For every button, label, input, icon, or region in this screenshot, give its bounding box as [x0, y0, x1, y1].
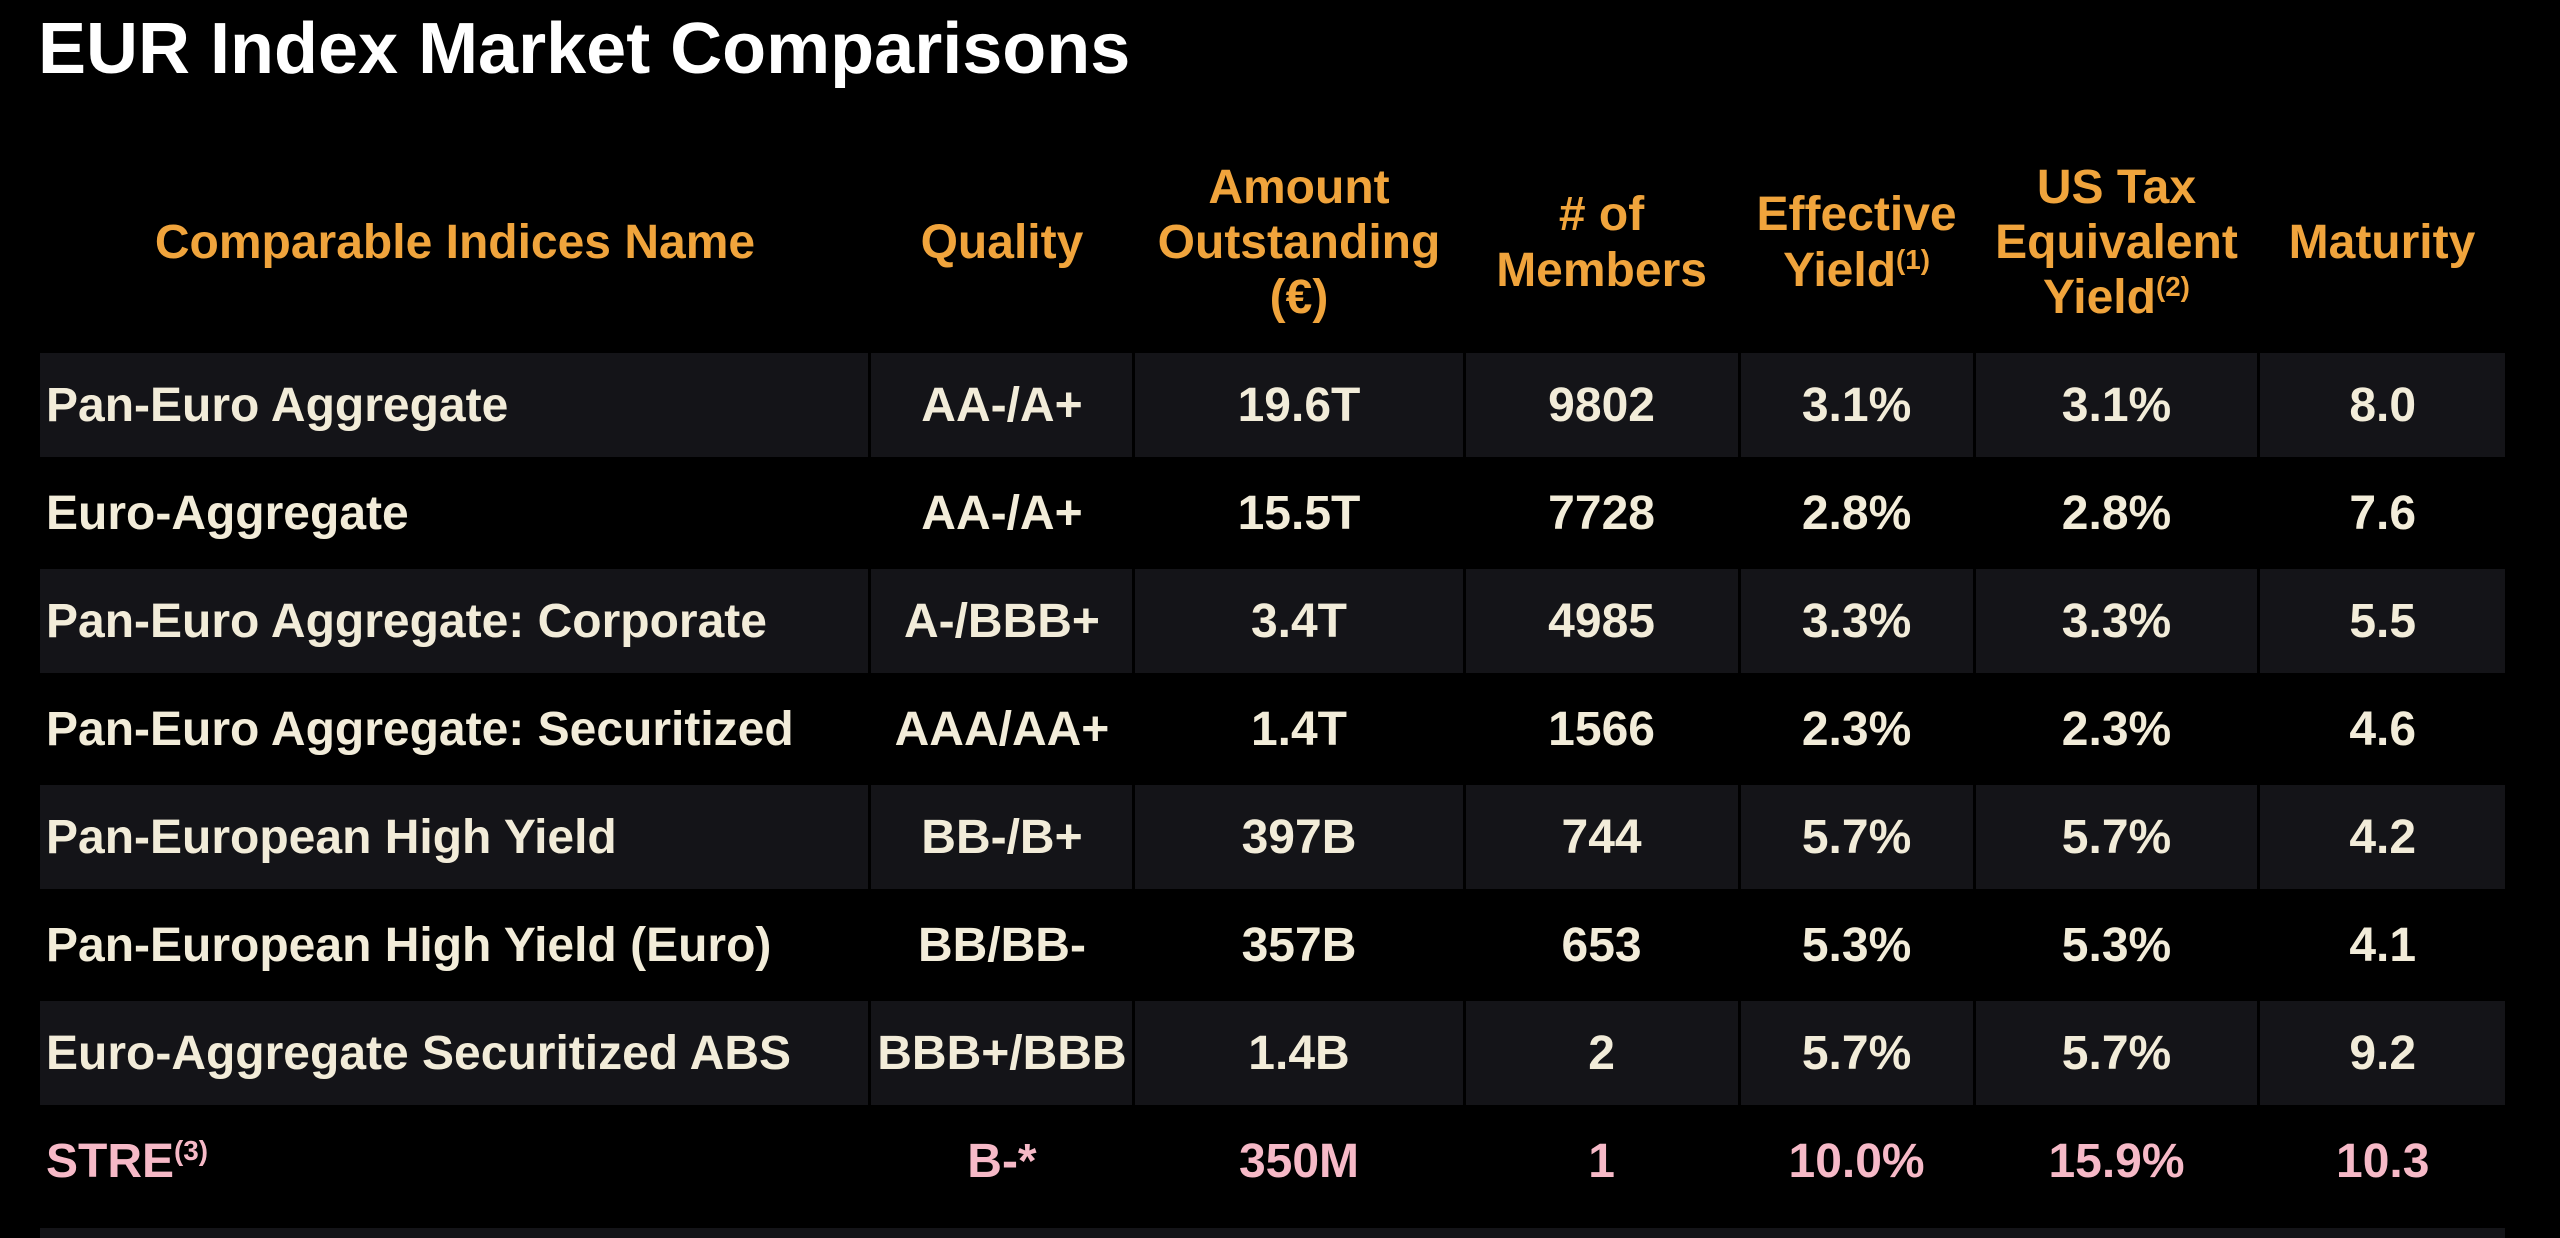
table-row: Pan-Euro Aggregate: Corporate A-/BBB+ 3.4T… [40, 567, 2505, 675]
cell-amount: 1.4T [1132, 675, 1465, 783]
cell-members: 1566 [1462, 675, 1740, 783]
column-header-quality: Quality [869, 136, 1134, 353]
table-row: Pan-Euro Aggregate AA-/A+ 19.6T 9802 3.1% 3.1… [40, 351, 2505, 459]
next-row-edge [40, 1228, 2505, 1238]
table-row: Pan-European High Yield BB-/B+ 397B 744 5.7%… [40, 783, 2505, 891]
cell-effective_yield: 2.8% [1737, 459, 1975, 567]
table-row: Euro-Aggregate AA-/A+ 15.5T 7728 2.8% 2.8% 7.6 [40, 459, 2505, 567]
cell-us_tax_equivalent_yield: 5.7% [1972, 783, 2259, 891]
column-header-effective_yield: Effective Yield(1) [1739, 136, 1975, 353]
cell-effective_yield: 10.0% [1737, 1107, 1975, 1213]
cell-quality: BB-/B+ [868, 783, 1134, 891]
cell-name: STRE(3) [46, 1134, 209, 1188]
column-header-label: Amount Outstanding (€) [1157, 160, 1441, 325]
cell-members: 4985 [1462, 567, 1740, 675]
cell-members: 744 [1462, 783, 1740, 891]
cell-name: Pan-European High Yield (Euro) [46, 918, 772, 972]
column-header-label: Maturity [2288, 215, 2476, 269]
cell-effective_yield: 3.1% [1737, 351, 1975, 459]
cell-us_tax_equivalent_yield: 3.3% [1972, 567, 2259, 675]
table-row: Pan-European High Yield (Euro) BB/BB- 357B… [40, 891, 2505, 999]
cell-name: Pan-European High Yield [46, 810, 617, 864]
cell-quality: AA-/A+ [868, 351, 1134, 459]
column-header-label: # of Members [1496, 188, 1707, 297]
cell-maturity: 8.0 [2257, 351, 2505, 459]
cell-maturity: 9.2 [2257, 999, 2505, 1107]
cell-maturity: 4.1 [2257, 891, 2505, 999]
cell-members: 1 [1462, 1107, 1740, 1213]
cell-quality: AA-/A+ [868, 459, 1134, 567]
cell-maturity: 7.6 [2257, 459, 2505, 567]
cell-us_tax_equivalent_yield: 5.3% [1972, 891, 2259, 999]
cell-name: Euro-Aggregate Securitized ABS [46, 1026, 792, 1080]
table-row: STRE(3) B-* 350M 1 10.0% 15.9% 10.3 [40, 1107, 2505, 1213]
cell-us_tax_equivalent_yield: 2.3% [1972, 675, 2259, 783]
cell-members: 2 [1462, 999, 1740, 1107]
column-header-us_tax_equivalent_yield: US Tax Equivalent Yield(2) [1974, 136, 2259, 353]
cell-amount: 19.6T [1132, 351, 1465, 459]
column-header-label: Quality [920, 215, 1084, 269]
cell-quality: B-* [868, 1107, 1134, 1213]
cell-maturity: 4.6 [2257, 675, 2505, 783]
column-header-label: Effective Yield(1) [1756, 188, 1957, 297]
cell-amount: 3.4T [1132, 567, 1465, 675]
cell-effective_yield: 5.7% [1737, 999, 1975, 1107]
column-header-amount: Amount Outstanding (€) [1133, 136, 1465, 353]
column-header-label: US Tax Equivalent Yield(2) [1995, 160, 2238, 325]
cell-maturity: 4.2 [2257, 783, 2505, 891]
cell-quality: AAA/AA+ [868, 675, 1134, 783]
table-row: Euro-Aggregate Securitized ABS BBB+/BBB 1.… [40, 999, 2505, 1107]
cell-effective_yield: 5.3% [1737, 891, 1975, 999]
cell-members: 9802 [1462, 351, 1740, 459]
cell-us_tax_equivalent_yield: 5.7% [1972, 999, 2259, 1107]
footnote-marker: (3) [174, 1134, 209, 1166]
cell-name: Euro-Aggregate [46, 486, 409, 540]
cell-quality: BBB+/BBB [868, 999, 1134, 1107]
cell-effective_yield: 5.7% [1737, 783, 1975, 891]
cell-quality: BB/BB- [868, 891, 1134, 999]
footnote-marker: (1) [1896, 243, 1931, 275]
cell-members: 653 [1462, 891, 1740, 999]
cell-name: Pan-Euro Aggregate [46, 378, 509, 432]
column-header-members: # of Members [1464, 136, 1740, 353]
column-header-maturity: Maturity [2258, 136, 2505, 353]
cell-amount: 15.5T [1132, 459, 1465, 567]
cell-amount: 397B [1132, 783, 1465, 891]
table-row: Pan-Euro Aggregate: Securitized AAA/AA+ 1.… [40, 675, 2505, 783]
cell-quality: A-/BBB+ [868, 567, 1134, 675]
cell-maturity: 5.5 [2257, 567, 2505, 675]
cell-effective_yield: 2.3% [1737, 675, 1975, 783]
table-header-row: Comparable Indices Name Quality Amount Out… [40, 136, 2505, 353]
cell-us_tax_equivalent_yield: 2.8% [1972, 459, 2259, 567]
cell-amount: 350M [1132, 1107, 1465, 1213]
cell-maturity: 10.3 [2257, 1107, 2505, 1213]
page-title: EUR Index Market Comparisons [38, 9, 1131, 89]
column-header-label: Comparable Indices Name [154, 215, 756, 269]
footnote-marker: (2) [2155, 271, 2190, 303]
cell-effective_yield: 3.3% [1737, 567, 1975, 675]
cell-members: 7728 [1462, 459, 1740, 567]
cell-us_tax_equivalent_yield: 3.1% [1972, 351, 2259, 459]
cell-us_tax_equivalent_yield: 15.9% [1972, 1107, 2259, 1213]
cell-amount: 357B [1132, 891, 1465, 999]
cell-name: Pan-Euro Aggregate: Securitized [46, 702, 794, 756]
column-header-name: Comparable Indices Name [40, 136, 870, 353]
cell-name: Pan-Euro Aggregate: Corporate [46, 594, 767, 648]
comparison-table: Comparable Indices Name Quality Amount Out… [40, 136, 2505, 1213]
cell-amount: 1.4B [1132, 999, 1465, 1107]
